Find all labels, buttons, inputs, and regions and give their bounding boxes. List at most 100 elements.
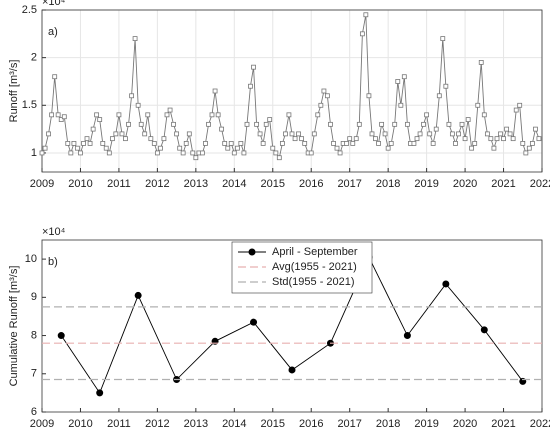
data-point [433, 126, 439, 132]
data-point [186, 131, 192, 137]
data-point [494, 136, 500, 142]
y-tick-label: 8 [31, 329, 37, 341]
x-tick-label: 2020 [453, 418, 477, 430]
data-point [177, 145, 183, 151]
data-point [334, 145, 340, 151]
data-point [318, 102, 324, 108]
data-point [488, 136, 494, 142]
data-point [234, 145, 240, 151]
data-point [71, 141, 77, 146]
data-point [244, 121, 250, 127]
data-point [90, 126, 96, 132]
multiplier: ×10⁴ [42, 0, 66, 8]
data-point [61, 114, 67, 120]
y-tick-label: 9 [31, 291, 37, 303]
data-point [424, 112, 430, 118]
data-point [414, 136, 420, 142]
data-point [134, 291, 142, 299]
data-point [206, 121, 211, 127]
x-tick-label: 2021 [491, 418, 515, 430]
data-point [491, 145, 497, 151]
data-point [42, 145, 48, 151]
data-point [292, 136, 298, 142]
data-point [145, 112, 151, 118]
x-tick-label: 2013 [184, 178, 208, 190]
data-point [180, 150, 186, 156]
x-tick-label: 2011 [107, 418, 131, 430]
y-axis-label: Runoff [m³/s] [8, 60, 20, 123]
data-point [427, 131, 433, 137]
data-point [363, 12, 369, 18]
data-point [520, 141, 526, 146]
data-point [183, 141, 189, 146]
data-point [459, 121, 465, 127]
data-point [379, 121, 385, 127]
data-point [462, 136, 468, 142]
data-point [350, 141, 356, 146]
multiplier: ×10⁴ [42, 226, 66, 238]
data-point [449, 131, 455, 137]
panel-label: b) [48, 256, 58, 268]
x-tick-label: 2012 [145, 418, 169, 430]
data-point [58, 117, 64, 122]
y-tick-label: 2.5 [22, 4, 37, 16]
data-point [49, 112, 55, 118]
data-point [369, 131, 375, 137]
data-point [480, 326, 488, 334]
data-point [504, 126, 510, 132]
data-point [440, 36, 446, 41]
data-point [148, 136, 154, 142]
data-point [523, 150, 529, 156]
data-point [164, 112, 170, 118]
data-point [219, 126, 225, 132]
data-point [529, 141, 535, 146]
data-point [241, 150, 247, 156]
data-point [373, 136, 378, 142]
plot-area [42, 10, 542, 172]
data-point [135, 102, 141, 108]
data-point [106, 150, 112, 156]
legend-label: Avg(1955 - 2021) [272, 261, 357, 273]
data-point [65, 141, 71, 146]
data-point [231, 150, 237, 156]
data-point [296, 131, 301, 137]
data-point [167, 107, 173, 113]
data-point [302, 141, 308, 146]
data-point [248, 83, 253, 89]
x-tick-label: 2015 [261, 178, 285, 190]
data-point [526, 145, 532, 151]
data-point [286, 112, 292, 118]
data-point [501, 136, 506, 142]
data-point [446, 121, 452, 127]
data-point [81, 141, 86, 146]
data-point [382, 131, 388, 137]
data-point [513, 107, 519, 113]
data-point [151, 141, 157, 146]
data-point [308, 150, 314, 156]
data-point [84, 136, 90, 142]
legend-label: April - September [272, 246, 358, 258]
data-point [94, 112, 100, 118]
data-point [199, 150, 205, 156]
data-point [484, 131, 490, 137]
x-tick-label: 2016 [299, 418, 323, 430]
data-point [193, 155, 199, 161]
data-point [395, 79, 401, 84]
data-point [475, 102, 481, 108]
data-point [443, 83, 449, 89]
data-point [430, 141, 436, 146]
data-point [132, 36, 138, 41]
data-point [353, 136, 359, 142]
data-point [68, 150, 74, 156]
data-point [366, 93, 372, 99]
data-point [273, 150, 279, 156]
data-point [238, 141, 244, 146]
data-point [250, 318, 258, 326]
data-point [215, 112, 221, 118]
data-point [119, 131, 125, 137]
data-point [270, 145, 276, 151]
data-point [254, 121, 260, 127]
data-point [55, 112, 61, 118]
data-point [321, 88, 327, 94]
x-tick-label: 2019 [414, 418, 438, 430]
